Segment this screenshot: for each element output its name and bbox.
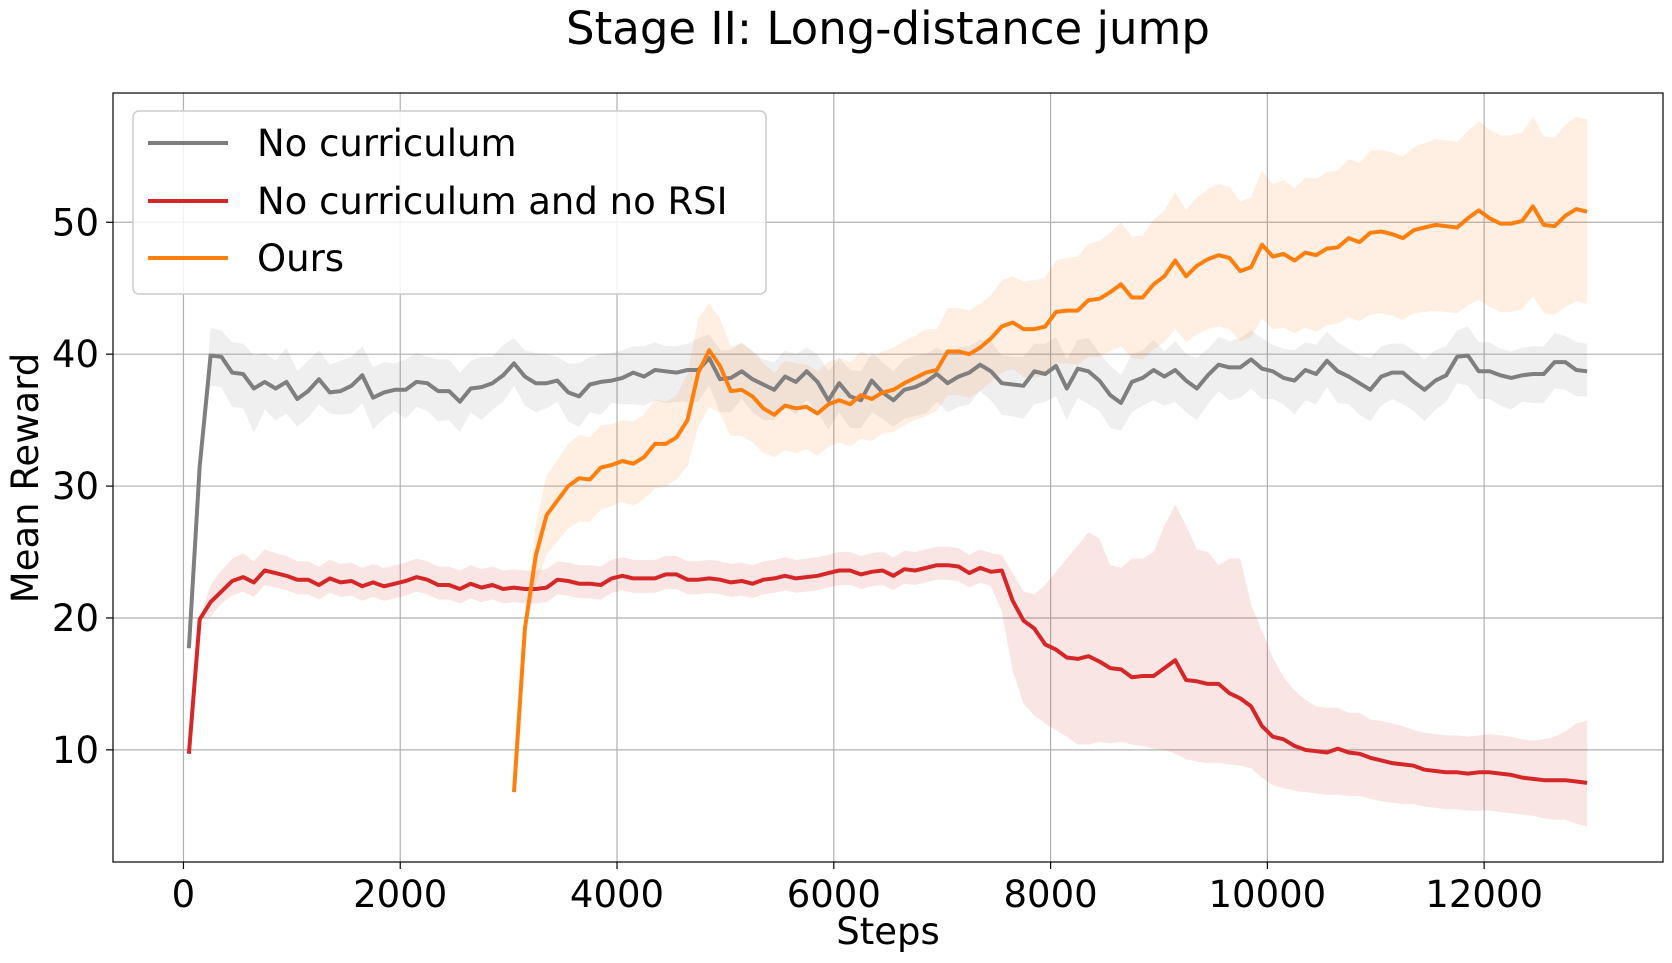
band-ours — [514, 116, 1588, 793]
y-tick-label: 30 — [52, 465, 99, 508]
y-axis-ticks: 10 20 30 40 50 — [52, 201, 113, 772]
plot-frame — [112, 92, 1664, 863]
series-line-ours — [512, 204, 1588, 793]
x-tick-label: 8000 — [1004, 873, 1098, 916]
band-no-curriculum-and-no-rsi — [188, 504, 1588, 827]
x-tick-label: 4000 — [570, 873, 664, 916]
y-axis-label: Mean Reward — [4, 353, 47, 603]
x-tick-label: 2000 — [353, 873, 447, 916]
legend: No curriculum No curriculum and no RSI O… — [132, 110, 767, 295]
x-tick-label: 10000 — [1209, 873, 1327, 916]
series-line-no-curriculum-and-no-rsi — [186, 563, 1588, 785]
y-tick-label: 40 — [52, 333, 99, 376]
legend-box — [132, 110, 767, 295]
y-tick-label: 20 — [52, 597, 99, 640]
x-axis-ticks: 0 2000 4000 6000 8000 10000 12000 — [172, 862, 1543, 916]
series-lines — [186, 204, 1588, 793]
y-tick-label: 50 — [52, 201, 99, 244]
confidence-bands — [188, 116, 1588, 827]
legend-label-no-curriculum: No curriculum — [257, 122, 517, 165]
x-tick-label: 12000 — [1425, 873, 1543, 916]
series-line-no-curriculum — [186, 353, 1588, 649]
x-tick-label: 0 — [172, 873, 196, 916]
band-no-curriculum — [188, 326, 1588, 649]
x-tick-label: 6000 — [787, 873, 881, 916]
legend-label-no-curriculum-no-rsi: No curriculum and no RSI — [257, 180, 728, 223]
chart-title: Stage II: Long-distance jump — [566, 2, 1210, 55]
x-axis-label: Steps — [836, 910, 940, 953]
y-tick-label: 10 — [52, 729, 99, 772]
legend-label-ours: Ours — [257, 237, 344, 280]
